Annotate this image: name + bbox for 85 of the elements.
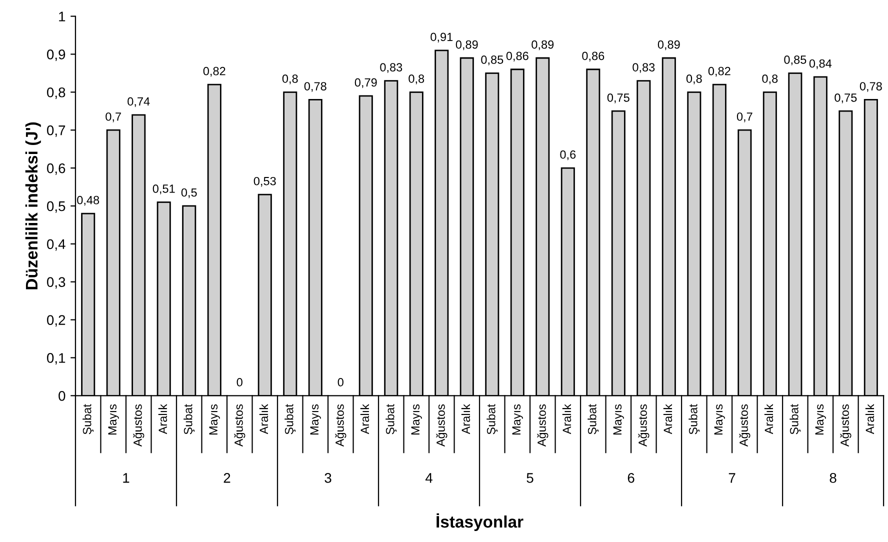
data-label: 0,84 <box>809 59 832 70</box>
text: 4 <box>425 473 432 483</box>
x-tick-label: Şubat <box>284 404 296 434</box>
x-tick-label: Şubat <box>184 404 195 434</box>
x-tick-label: Şubat <box>688 404 700 434</box>
x-tick-label: Mayıs <box>714 404 725 435</box>
data-label: 0 <box>236 378 242 386</box>
x-tick-label: Aralık <box>663 404 672 434</box>
text: 8 <box>830 473 836 483</box>
text: 7 <box>728 473 736 483</box>
data-label: 0,79 <box>354 78 377 88</box>
x-tick-label: Ağustos <box>133 404 144 447</box>
y-tick-label: 0,8 <box>46 87 66 99</box>
y-tick-label: 0,7 <box>46 125 66 137</box>
data-label: 0,48 <box>77 196 100 206</box>
x-tick-label: Mayıs <box>512 404 523 435</box>
data-label: 0,86 <box>506 52 528 62</box>
x-tick-label: Ağustos <box>537 404 548 447</box>
data-label: 0,82 <box>708 66 730 77</box>
data-label: 0,85 <box>481 56 504 66</box>
x-tick-label: Mayıs <box>613 404 624 435</box>
x-tick-label: Aralık <box>562 404 572 434</box>
data-label: 0,8 <box>686 74 702 84</box>
y-axis-title: Düzenlilik indeksi (J') <box>25 122 41 290</box>
y-tick-label: 0,6 <box>46 163 66 175</box>
x-tick-label: Aralık <box>158 404 168 434</box>
data-label: 0,75 <box>834 93 857 104</box>
text: 3 <box>324 473 332 483</box>
y-tick-label: 0,2 <box>46 315 66 327</box>
data-label: 0,75 <box>607 93 630 104</box>
x-tick-label: Şubat <box>790 404 801 434</box>
data-label: 0,89 <box>658 40 680 50</box>
data-label: 0,83 <box>380 63 402 73</box>
y-tick-label: 0,1 <box>46 353 66 365</box>
x-tick-label: Şubat <box>588 404 599 434</box>
x-tick-label: Ağustos <box>840 404 852 447</box>
data-label: 0,6 <box>560 150 576 160</box>
y-tick-label: 0,4 <box>46 239 66 251</box>
x-tick-label: Aralık <box>360 404 370 434</box>
data-label: 0,7 <box>106 112 121 122</box>
text: 2 <box>224 473 230 483</box>
data-label: 0,8 <box>762 74 778 84</box>
x-tick-label: Aralık <box>865 404 874 434</box>
data-label: 0,83 <box>632 63 655 73</box>
data-label: 0,51 <box>152 184 175 194</box>
data-label: 0,7 <box>736 112 752 122</box>
text: 5 <box>526 473 534 483</box>
x-tick-label: Aralık <box>259 404 268 434</box>
x-tick-label: Ağustos <box>638 404 650 447</box>
data-label: 0,91 <box>430 32 453 43</box>
data-label: 0,74 <box>128 97 150 108</box>
x-tick-label: Ağustos <box>436 404 448 447</box>
x-tick-label: Mayıs <box>310 404 321 435</box>
x-tick-label: Şubat <box>82 404 94 434</box>
x-tick-label: Mayıs <box>411 404 422 435</box>
y-tick-label: 1 <box>59 12 66 22</box>
data-label: 0,89 <box>456 40 478 50</box>
data-label: 0,8 <box>282 74 298 84</box>
y-tick-label: 0 <box>58 390 66 401</box>
x-tick-label: Mayıs <box>815 404 826 435</box>
data-label: 0,78 <box>304 82 326 92</box>
data-label: 0 <box>338 378 344 386</box>
data-label: 0,8 <box>408 74 424 84</box>
data-label: 0,86 <box>582 52 604 62</box>
x-tick-label: Şubat <box>386 404 397 434</box>
text: 6 <box>628 473 634 483</box>
y-tick-label: 0,9 <box>46 50 66 62</box>
x-tick-label: Ağustos <box>739 404 750 447</box>
x-axis-title: İstasyonlar <box>436 513 524 532</box>
data-label: 0,82 <box>203 66 226 77</box>
x-tick-label: Mayıs <box>209 404 220 435</box>
x-tick-label: Şubat <box>486 404 498 434</box>
y-tick-label: 0,5 <box>46 201 66 213</box>
data-label: 0,78 <box>860 82 882 92</box>
x-tick-label: Ağustos <box>335 404 346 447</box>
y-tick-label: 0,3 <box>46 277 66 289</box>
x-tick-label: Ağustos <box>234 404 246 447</box>
data-label: 0,5 <box>181 188 197 198</box>
data-label: 0,85 <box>784 56 806 66</box>
text: 1 <box>123 473 130 483</box>
x-tick-label: Aralık <box>764 404 774 434</box>
data-label: 0,89 <box>532 40 554 50</box>
x-tick-label: Aralık <box>461 404 470 434</box>
x-tick-label: Mayıs <box>108 404 119 435</box>
data-label: 0,53 <box>254 176 276 187</box>
